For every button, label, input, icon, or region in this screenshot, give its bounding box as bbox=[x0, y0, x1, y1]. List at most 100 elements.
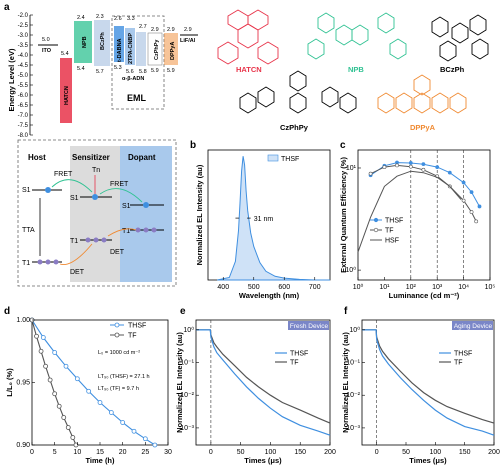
npb-top: 2.4 bbox=[77, 15, 85, 21]
level-tdabna bbox=[114, 26, 124, 62]
x-tick-label: 15 bbox=[96, 449, 104, 456]
hatcn-value: 5.4 bbox=[61, 51, 69, 57]
data-point bbox=[73, 442, 79, 448]
x-tick-label: 30 bbox=[164, 449, 172, 456]
level-npb bbox=[74, 21, 92, 63]
x-tick-label: 20 bbox=[119, 449, 127, 456]
y-axis-label: Normalized EL Intensity (au) bbox=[341, 332, 350, 433]
x-tick-label: 700 bbox=[309, 284, 321, 291]
data-point bbox=[368, 171, 373, 176]
svg-text:S1: S1 bbox=[70, 195, 79, 202]
x-tick-label: 10¹ bbox=[379, 284, 390, 291]
svg-text:T1: T1 bbox=[70, 238, 78, 245]
tpa-bar-label: 2TPA-CNBP bbox=[128, 33, 134, 64]
data-point bbox=[74, 376, 80, 382]
data-point bbox=[47, 377, 53, 383]
svg-text:NPB: NPB bbox=[348, 65, 364, 74]
svg-text:S1: S1 bbox=[22, 187, 31, 194]
data-point bbox=[474, 219, 479, 224]
legend-label: TF bbox=[290, 360, 299, 367]
data-point bbox=[86, 388, 92, 394]
x-tick-label: 150 bbox=[459, 449, 471, 456]
series-tf bbox=[370, 164, 477, 222]
energy-tick-label: -7.5 bbox=[18, 123, 29, 129]
y-tick-label: 0.90 bbox=[16, 442, 30, 449]
x-tick-label: 5 bbox=[53, 449, 57, 456]
bczph-bottom: 5.7 bbox=[96, 69, 104, 75]
legend-label: TF bbox=[454, 360, 463, 367]
ito-label: ITO bbox=[42, 48, 52, 54]
eml-label: EML bbox=[127, 93, 147, 103]
energy-tick-label: -4.5 bbox=[18, 63, 29, 69]
x-tick-label: 200 bbox=[488, 449, 500, 456]
device-tag-label: Fresh Device bbox=[290, 323, 329, 330]
level-czphpy bbox=[147, 32, 163, 66]
energy-tick-label: -2.5 bbox=[18, 23, 29, 29]
x-tick-label: 0 bbox=[375, 449, 379, 456]
y-tick-label: 10⁻¹ bbox=[180, 360, 194, 367]
y-tick-label: 10⁰ bbox=[183, 326, 194, 334]
data-point bbox=[63, 363, 69, 369]
legend-marker bbox=[114, 332, 120, 338]
molecule-hatcn: HATCN bbox=[217, 9, 279, 74]
annotation: L₀ = 1000 cd m⁻² bbox=[98, 350, 140, 356]
legend-label: THSF bbox=[128, 323, 146, 330]
npb-bar-label: NPB bbox=[82, 36, 88, 48]
series-hsf bbox=[357, 170, 462, 253]
x-tick-label: 600 bbox=[278, 284, 290, 291]
x-axis-label: Wavelength (nm) bbox=[239, 291, 300, 300]
data-point bbox=[97, 400, 103, 405]
eml-box bbox=[111, 15, 165, 110]
molecule-dppya: DPPyA bbox=[377, 74, 467, 132]
label-5-8: 5.8 bbox=[139, 69, 147, 75]
bczph-bar-label: BCzPh bbox=[100, 32, 106, 50]
svg-text:HATCN: HATCN bbox=[236, 65, 262, 74]
lifal-label: LiF/Al bbox=[180, 38, 196, 44]
x-axis-label: Times (μs) bbox=[409, 456, 447, 465]
y-axis-label: External Quantum Efficiency (%) bbox=[339, 157, 348, 273]
y-axis-label: L/L₀ (%) bbox=[5, 368, 14, 397]
tpa-top: 2.7 bbox=[139, 24, 147, 30]
dppya-bottom: 5.9 bbox=[167, 68, 175, 74]
energy-tick-label: -6.0 bbox=[18, 93, 29, 99]
lifal-top: 2.9 bbox=[184, 27, 192, 33]
svg-text:DET: DET bbox=[70, 269, 85, 276]
data-point bbox=[43, 363, 48, 369]
svg-text:FRET: FRET bbox=[110, 181, 129, 188]
data-point bbox=[52, 350, 58, 355]
ito-value: 5.0 bbox=[42, 37, 50, 43]
x-tick-label: 500 bbox=[248, 284, 260, 291]
decay-tf bbox=[362, 329, 495, 424]
tdabna-top: 2.6 bbox=[114, 16, 122, 22]
y-tick-label: 10⁻³ bbox=[180, 425, 194, 432]
x-tick-label: 50 bbox=[402, 449, 410, 456]
legend-marker bbox=[114, 322, 120, 328]
y-axis-label: Normalized EL Intensity (au) bbox=[175, 332, 184, 433]
data-point bbox=[152, 442, 158, 448]
dppya-top: 2.9 bbox=[167, 27, 175, 33]
fwhm-label: 31 nm bbox=[254, 216, 274, 223]
plot-frame bbox=[195, 319, 331, 446]
energy-tick-label: -3.5 bbox=[18, 43, 29, 49]
data-point bbox=[34, 333, 39, 339]
data-point bbox=[40, 335, 46, 340]
x-tick-label: 10⁵ bbox=[485, 284, 496, 291]
x-tick-label: 0 bbox=[30, 449, 34, 456]
label-3-3: 3.3 bbox=[127, 16, 135, 22]
energy-tick-label: -2.0 bbox=[18, 13, 29, 19]
data-point bbox=[477, 204, 482, 209]
decay-thsf bbox=[196, 329, 331, 436]
legend-label: HSF bbox=[385, 238, 399, 245]
data-point bbox=[469, 210, 474, 214]
x-tick-label: 10 bbox=[73, 449, 81, 456]
data-point bbox=[435, 165, 440, 170]
energy-ylabel: Energy Level (eV) bbox=[7, 48, 16, 111]
y-tick-label: 10¹ bbox=[346, 165, 357, 172]
energy-tick-label: -7.0 bbox=[18, 113, 29, 119]
device-tag bbox=[288, 321, 329, 330]
x-tick-label: 10⁰ bbox=[353, 283, 364, 291]
x-axis-label: Luminance (cd m⁻²) bbox=[389, 291, 460, 300]
plot-frame bbox=[357, 149, 491, 281]
molecule-bczph: BCzPh bbox=[431, 14, 489, 74]
